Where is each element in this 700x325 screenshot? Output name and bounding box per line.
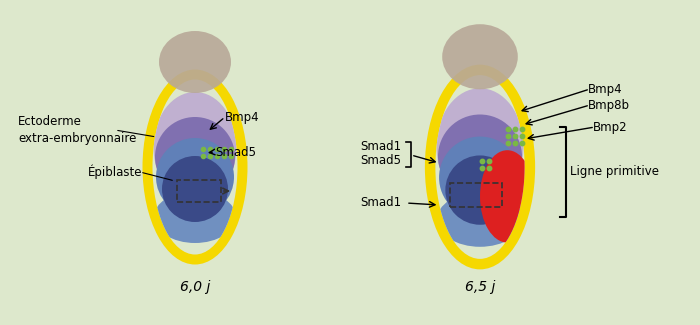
Text: Smad5: Smad5 [215, 146, 256, 159]
Text: Bmp4: Bmp4 [588, 83, 622, 96]
Text: 6,0 j: 6,0 j [180, 280, 210, 294]
Ellipse shape [159, 31, 231, 93]
Ellipse shape [438, 114, 522, 199]
Bar [177, 180, 221, 202]
Ellipse shape [437, 192, 523, 247]
Text: Épiblaste: Épiblaste [88, 165, 143, 179]
Ellipse shape [155, 117, 235, 197]
Text: Smad5: Smad5 [360, 154, 401, 167]
Ellipse shape [425, 65, 535, 269]
Text: 6,5 j: 6,5 j [465, 280, 495, 294]
Text: Bmp2: Bmp2 [593, 121, 628, 134]
Bar [450, 183, 502, 207]
Ellipse shape [442, 24, 518, 89]
Ellipse shape [439, 136, 521, 218]
Text: Smad1: Smad1 [360, 197, 401, 210]
Ellipse shape [445, 155, 514, 225]
Ellipse shape [153, 92, 237, 202]
Ellipse shape [154, 191, 236, 243]
Ellipse shape [436, 88, 524, 204]
Text: Ectoderme
extra-embryonnaire: Ectoderme extra-embryonnaire [18, 115, 136, 145]
Ellipse shape [480, 150, 535, 242]
Ellipse shape [156, 138, 234, 216]
Ellipse shape [162, 156, 228, 222]
Text: Ligne primitive: Ligne primitive [570, 165, 659, 178]
Text: Bmp8b: Bmp8b [588, 98, 630, 111]
Text: Smad1: Smad1 [360, 140, 401, 153]
Ellipse shape [435, 75, 524, 259]
Ellipse shape [143, 70, 248, 265]
Text: Bmp4: Bmp4 [225, 111, 260, 124]
Ellipse shape [153, 80, 237, 254]
